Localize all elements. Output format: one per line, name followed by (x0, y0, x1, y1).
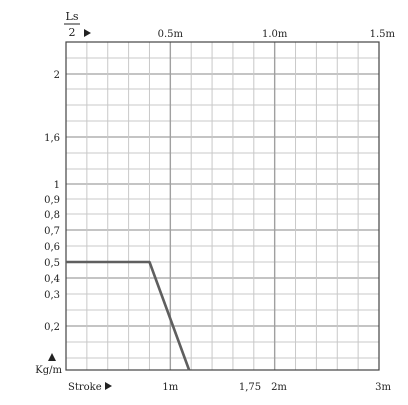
top-tick-label: 0.5m (158, 29, 184, 40)
plot-border (65, 41, 380, 371)
y-tick-label: 0,7 (44, 226, 60, 237)
y-tick-label: 0,8 (44, 210, 60, 221)
bottom-tick-label: 3m (375, 382, 391, 393)
top-tick-labels: 0.5m 1.0m 1.5m (158, 29, 396, 40)
y-tick-label: 0,2 (44, 322, 60, 333)
top-axis-arrow-icon (84, 29, 91, 37)
y-tick-label: 2 (54, 70, 60, 81)
y-axis-unit-label: Kg/m (35, 365, 62, 376)
y-tick-label: 0,6 (44, 242, 60, 253)
bottom-tick-label: 1,75 (239, 382, 261, 393)
y-axis-arrow-icon (48, 353, 56, 361)
x-axis-label: Stroke (68, 382, 102, 393)
y-tick-label: 1,6 (44, 133, 60, 144)
x-axis-arrow-icon (105, 382, 112, 390)
y-tick-label: 0,9 (44, 195, 60, 206)
y-tick-label: 0,4 (44, 274, 60, 285)
series-line (66, 260, 191, 371)
y-tick-labels: 2 1,6 1 0,9 0,8 0,7 0,6 0,5 0,4 0,3 0,2 (44, 70, 60, 333)
y-tick-label: 0,5 (44, 258, 60, 269)
top-tick-label: 1.0m (262, 29, 288, 40)
bottom-tick-labels: 1m 1,75 2m 3m (162, 382, 391, 393)
top-tick-label: 1.5m (370, 29, 396, 40)
series-layer (66, 260, 191, 371)
y-tick-label: 0,3 (44, 290, 60, 301)
bottom-tick-label: 1m (162, 382, 178, 393)
bottom-tick-label: 2m (271, 382, 287, 393)
y-tick-label: 1 (54, 180, 60, 191)
grid (66, 42, 379, 370)
top-axis-label-numerator: Ls (66, 10, 79, 23)
top-axis-label-denominator: 2 (69, 26, 76, 39)
